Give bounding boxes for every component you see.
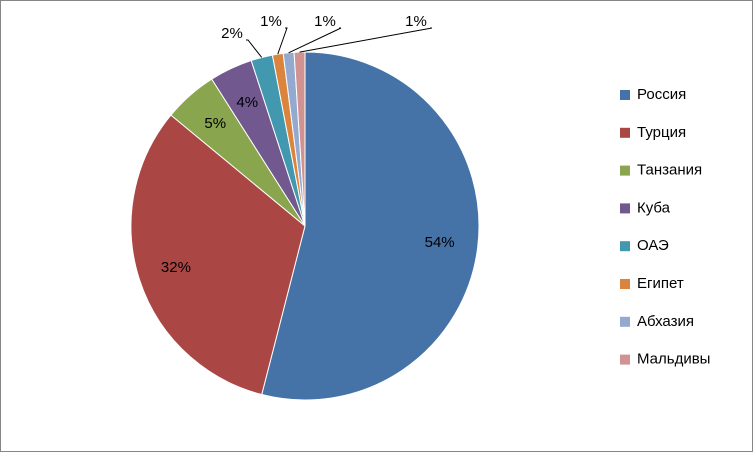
leader-line [288, 27, 342, 54]
data-label: 4% [236, 94, 258, 111]
legend-swatch [620, 165, 630, 176]
legend-swatch [620, 354, 630, 365]
data-label: 54% [425, 234, 455, 251]
legend-swatch [620, 127, 630, 138]
legend-swatch [620, 241, 630, 252]
legend-swatch [620, 90, 630, 100]
legend-swatch [620, 279, 630, 289]
legend-label: Абхазия [637, 313, 694, 330]
data-label: 1% [314, 13, 336, 30]
legend-swatch [620, 316, 630, 327]
legend-label: Турция [637, 124, 686, 141]
data-label: 5% [204, 115, 226, 132]
legend-label: Танзания [637, 162, 702, 179]
leader-line [277, 27, 288, 55]
legend-label: Мальдивы [637, 351, 710, 368]
legend-label: Куба [637, 199, 671, 216]
leader-line [246, 39, 263, 58]
pie-slice [130, 114, 306, 396]
pie-slice [261, 51, 480, 401]
data-label: 1% [260, 13, 282, 30]
data-label: 2% [221, 25, 243, 42]
data-label: 1% [405, 13, 427, 30]
data-label: 32% [161, 259, 191, 276]
pie-slice [293, 51, 306, 227]
leader-line [299, 27, 433, 53]
legend-label: ОАЭ [637, 237, 669, 254]
legend-label: Россия [637, 86, 686, 103]
legend-swatch [620, 203, 630, 214]
legend-label: Египет [637, 275, 684, 292]
